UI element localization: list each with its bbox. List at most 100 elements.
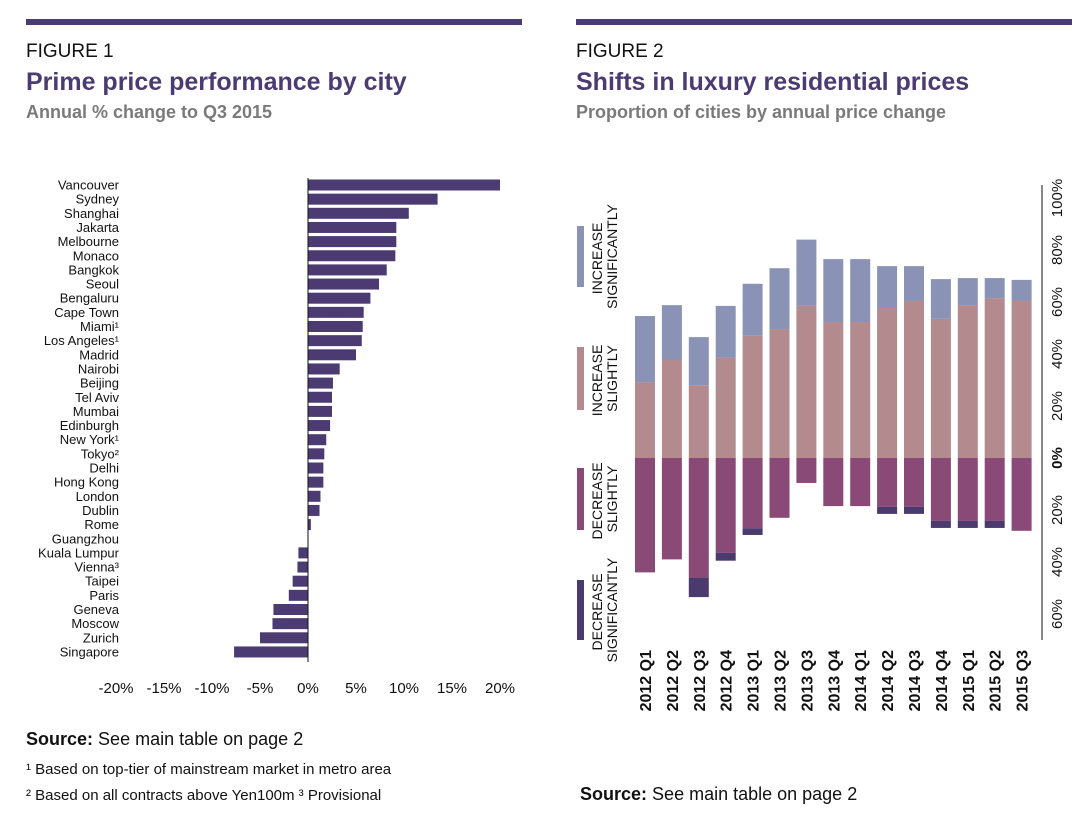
bar-segment bbox=[823, 259, 844, 323]
x-tick-label: 2014 Q1 bbox=[853, 650, 870, 711]
bar-segment bbox=[661, 305, 682, 360]
bar-segment bbox=[850, 259, 871, 323]
bar-segment bbox=[796, 239, 817, 306]
bar bbox=[308, 363, 340, 375]
source-text: See main table on page 2 bbox=[652, 784, 857, 804]
y-tick-label: Hong Kong bbox=[54, 475, 119, 490]
bar bbox=[308, 391, 332, 403]
bar-segment bbox=[715, 552, 736, 561]
x-tick-label: 2015 Q3 bbox=[1015, 650, 1032, 711]
bar-segment bbox=[742, 283, 763, 336]
y-tick-label: Los Angeles¹ bbox=[44, 333, 120, 348]
bar bbox=[308, 349, 356, 361]
x-tick-label: -15% bbox=[146, 680, 181, 697]
y-tick-label: Taipei bbox=[85, 574, 119, 589]
y-tick-label: 40% bbox=[1049, 339, 1066, 369]
bar-segment bbox=[984, 520, 1005, 528]
bar-segment bbox=[957, 458, 978, 521]
bar bbox=[308, 335, 362, 347]
x-tick-label: -5% bbox=[247, 680, 274, 697]
x-tick-label: 0% bbox=[297, 680, 319, 697]
x-tick-label: 5% bbox=[345, 680, 367, 697]
bar-segment bbox=[796, 305, 817, 458]
bar-segment bbox=[984, 298, 1005, 458]
bar-segment bbox=[715, 305, 736, 358]
source-text: See main table on page 2 bbox=[98, 729, 303, 749]
y-tick-label: New York¹ bbox=[60, 432, 120, 447]
bar-segment bbox=[796, 458, 817, 483]
bar-segment bbox=[877, 458, 898, 507]
y-tick-label: Mumbai bbox=[73, 404, 119, 419]
bar bbox=[308, 207, 409, 219]
x-tick-label: 2013 Q1 bbox=[746, 650, 763, 711]
bar-segment bbox=[1011, 300, 1032, 458]
footnote: ¹ Based on top-tier of mainstream market… bbox=[26, 761, 392, 778]
bar-segment bbox=[635, 458, 655, 573]
x-tick-label: 15% bbox=[437, 680, 467, 697]
bar-segment bbox=[984, 458, 1005, 521]
bar-segment bbox=[688, 577, 709, 598]
x-tick-label: -10% bbox=[194, 680, 229, 697]
y-tick-label: Beijing bbox=[80, 376, 119, 391]
bar-segment bbox=[904, 458, 924, 507]
y-tick-label: 100% bbox=[1049, 179, 1066, 217]
bar bbox=[308, 193, 438, 205]
bar-segment bbox=[661, 458, 682, 560]
x-tick-label: 2015 Q2 bbox=[988, 650, 1005, 711]
bar-segment bbox=[769, 329, 790, 458]
y-tick-label: 0% bbox=[1049, 447, 1066, 469]
bar bbox=[308, 321, 363, 332]
y-tick-label: 20% bbox=[1049, 495, 1066, 525]
bar bbox=[288, 589, 308, 601]
bar bbox=[308, 250, 396, 262]
bar bbox=[308, 434, 327, 446]
x-tick-label: 2013 Q3 bbox=[799, 650, 816, 711]
y-tick-label: Miami¹ bbox=[80, 319, 120, 334]
y-tick-label: Geneva bbox=[73, 602, 119, 617]
bar-segment bbox=[742, 458, 763, 529]
legend-label: DECREASE SIGNIFICANTLY bbox=[589, 557, 620, 662]
bar bbox=[273, 604, 308, 615]
bar-segment bbox=[930, 520, 951, 528]
y-tick-label: Delhi bbox=[89, 461, 119, 476]
top-rule bbox=[576, 19, 1072, 25]
x-tick-label: 2013 Q4 bbox=[826, 650, 843, 711]
bar bbox=[260, 632, 308, 644]
legend-label: INCREASE SIGNIFICANTLY bbox=[589, 203, 620, 308]
bar bbox=[308, 519, 311, 531]
source-label: Source: bbox=[580, 784, 647, 804]
y-tick-label: Paris bbox=[89, 588, 119, 603]
y-tick-label: Edinburgh bbox=[60, 418, 119, 433]
bar-segment bbox=[904, 266, 924, 301]
bar-segment bbox=[957, 520, 978, 528]
bar-segment bbox=[957, 278, 978, 306]
top-rule bbox=[26, 19, 522, 25]
bar bbox=[308, 306, 364, 318]
legend-swatch bbox=[577, 347, 584, 410]
bar-segment bbox=[715, 458, 736, 553]
bar bbox=[308, 420, 331, 432]
bar bbox=[297, 561, 308, 573]
bar bbox=[308, 504, 320, 516]
bar bbox=[308, 221, 397, 233]
x-tick-label: 20% bbox=[485, 680, 515, 697]
source: Source: See main table on page 2 bbox=[580, 784, 857, 804]
x-tick-label: 2014 Q4 bbox=[934, 650, 951, 711]
bar-segment bbox=[688, 337, 709, 386]
y-tick-label: 60% bbox=[1049, 287, 1066, 317]
bar-segment bbox=[823, 322, 844, 458]
bar bbox=[308, 179, 500, 191]
source-label: Source: bbox=[26, 729, 93, 749]
y-tick-label: Bangkok bbox=[68, 262, 119, 277]
bar-segment bbox=[823, 458, 844, 507]
x-tick-label: 10% bbox=[389, 680, 419, 697]
bar-segment bbox=[850, 322, 871, 458]
y-tick-label: Sydney bbox=[76, 192, 120, 207]
bar-segment bbox=[877, 506, 898, 514]
legend-swatch bbox=[577, 226, 584, 287]
bar-segment bbox=[688, 385, 709, 458]
chart-title: Prime price performance by city bbox=[26, 68, 407, 96]
bar-segment bbox=[904, 300, 924, 458]
x-tick-label: 2012 Q3 bbox=[692, 650, 709, 711]
y-tick-label: Singapore bbox=[60, 644, 119, 659]
